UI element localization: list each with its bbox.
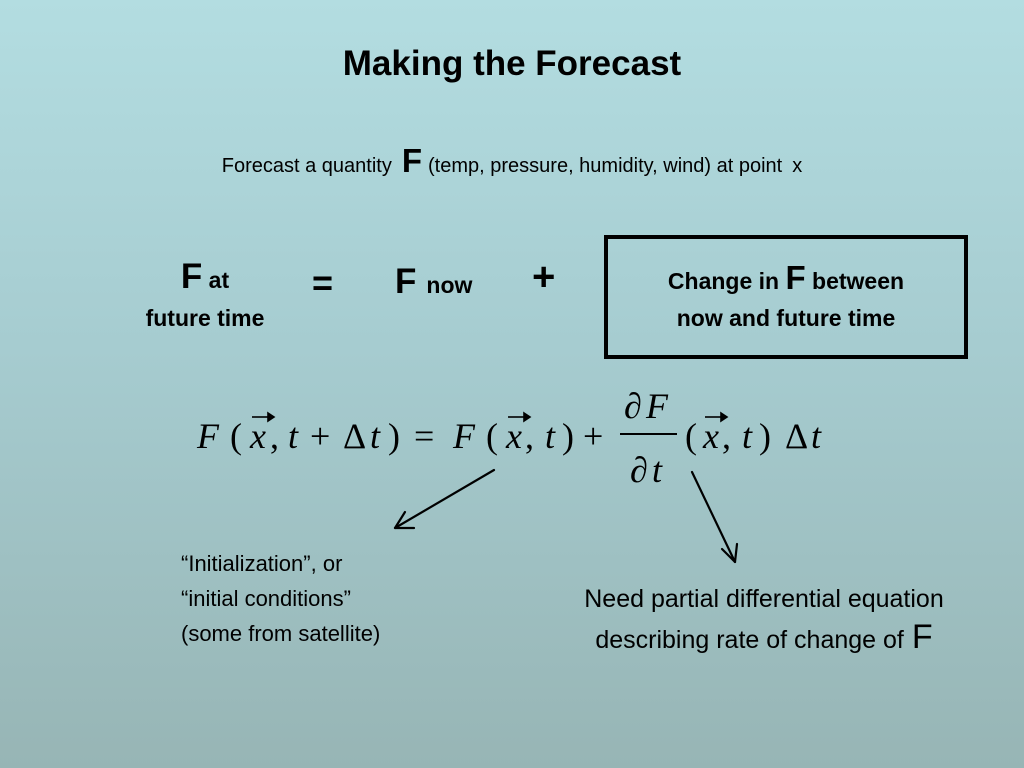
box-suffix: between (812, 268, 905, 294)
f-future-line2: future time (145, 305, 265, 331)
formula-rparen-3: ) (759, 416, 771, 456)
arrowhead-initialization (393, 510, 416, 530)
word-plus: + (532, 255, 556, 299)
formula-comma-3: , (722, 416, 731, 456)
formula-lparen-3: ( (685, 416, 697, 456)
subtitle-suffix: (temp, pressure, humidity, wind) at poin… (428, 155, 783, 177)
need-line-2: describing rate of change of (595, 626, 904, 654)
formula-equals: = (414, 416, 434, 456)
formula-x-1: x (249, 416, 266, 456)
formula-t-4: t (742, 416, 753, 456)
formula-comma-1: , (270, 416, 279, 456)
formula-plus-1: + (310, 416, 330, 456)
formula-F-rhs: F (452, 416, 476, 456)
formula-x-3: x (702, 416, 719, 456)
forecast-formula: F ( x , t + Δ t ) = F ( x , t ) + ∂ F ∂ … (196, 386, 822, 490)
box-symbol: F (785, 259, 806, 296)
pde-note: Need partial differential equation descr… (555, 580, 973, 659)
f-future-symbol: F (180, 257, 203, 296)
frac-t: t (652, 450, 663, 490)
f-now-symbol: F (395, 262, 417, 301)
formula-t-1: t (288, 416, 299, 456)
frac-F: F (645, 386, 669, 426)
forecast-description: Forecast a quantity F (temp, pressure, hum… (0, 142, 1024, 180)
formula-lparen-2: ( (486, 416, 498, 456)
initialization-note: “Initialization”, or “initial conditions… (181, 546, 380, 651)
formula-delta-1: Δ (343, 416, 366, 456)
formula-rparen-1: ) (388, 416, 400, 456)
init-line-3: (some from satellite) (181, 621, 381, 646)
frac-partial-bottom: ∂ (630, 450, 648, 490)
subtitle-point: x (792, 155, 803, 177)
formula-x-2: x (505, 416, 522, 456)
need-line-1: Need partial differential equation (584, 585, 944, 613)
arrowhead-pde (720, 542, 739, 564)
formula-t-3: t (545, 416, 556, 456)
formula-F-lhs: F (196, 416, 220, 456)
box-line2: now and future time (676, 305, 896, 331)
box-prefix: Change in (667, 268, 780, 294)
formula-delta-2: Δ (785, 416, 808, 456)
need-symbol: F (911, 618, 933, 656)
slide-title: Making the Forecast (342, 44, 682, 83)
f-now-text: now (426, 272, 473, 298)
formula-lparen-1: ( (230, 416, 242, 456)
formula-rparen-2: ) (562, 416, 574, 456)
f-future-label: F at future time (120, 258, 290, 337)
formula-t-2: t (370, 416, 381, 456)
subtitle-symbol: F (401, 142, 423, 179)
init-line-2: “initial conditions” (181, 586, 351, 611)
change-box: Change in F between now and future time (604, 235, 968, 359)
formula-plus-2: + (583, 416, 603, 456)
f-future-at: at (208, 267, 230, 293)
vector-arrows (252, 411, 729, 423)
subtitle-prefix: Forecast a quantity (221, 155, 392, 177)
formula-comma-2: , (525, 416, 534, 456)
word-equals: = (312, 262, 334, 303)
frac-partial-top: ∂ (624, 386, 642, 426)
formula-t-5: t (811, 416, 822, 456)
init-line-1: “Initialization”, or (181, 551, 343, 576)
